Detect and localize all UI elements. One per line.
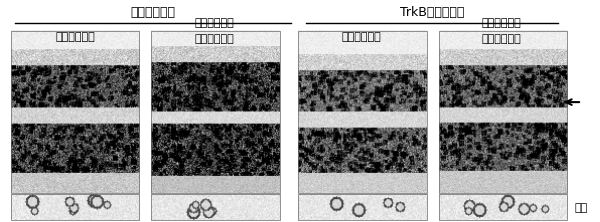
Text: グルタミン酸: グルタミン酸 bbox=[55, 32, 95, 42]
Bar bbox=[151, 31, 280, 193]
Bar bbox=[439, 194, 567, 220]
Bar bbox=[298, 31, 427, 193]
Text: グルタミン酸: グルタミン酸 bbox=[482, 18, 521, 28]
Bar bbox=[11, 194, 139, 220]
Text: グルタミン酸: グルタミン酸 bbox=[195, 18, 235, 28]
Text: グルタミン酸: グルタミン酸 bbox=[342, 32, 382, 42]
Text: ＋バルプロ酸: ＋バルプロ酸 bbox=[195, 34, 235, 44]
Text: ＋バルプロ酸: ＋バルプロ酸 bbox=[482, 34, 521, 44]
Bar bbox=[151, 194, 280, 220]
Bar bbox=[439, 31, 567, 193]
Bar bbox=[298, 194, 427, 220]
Text: 野生型マウス: 野生型マウス bbox=[131, 6, 176, 19]
Bar bbox=[11, 31, 139, 193]
Text: TrkB欠損マウス: TrkB欠損マウス bbox=[400, 6, 464, 19]
Text: 拡大: 拡大 bbox=[575, 202, 588, 213]
